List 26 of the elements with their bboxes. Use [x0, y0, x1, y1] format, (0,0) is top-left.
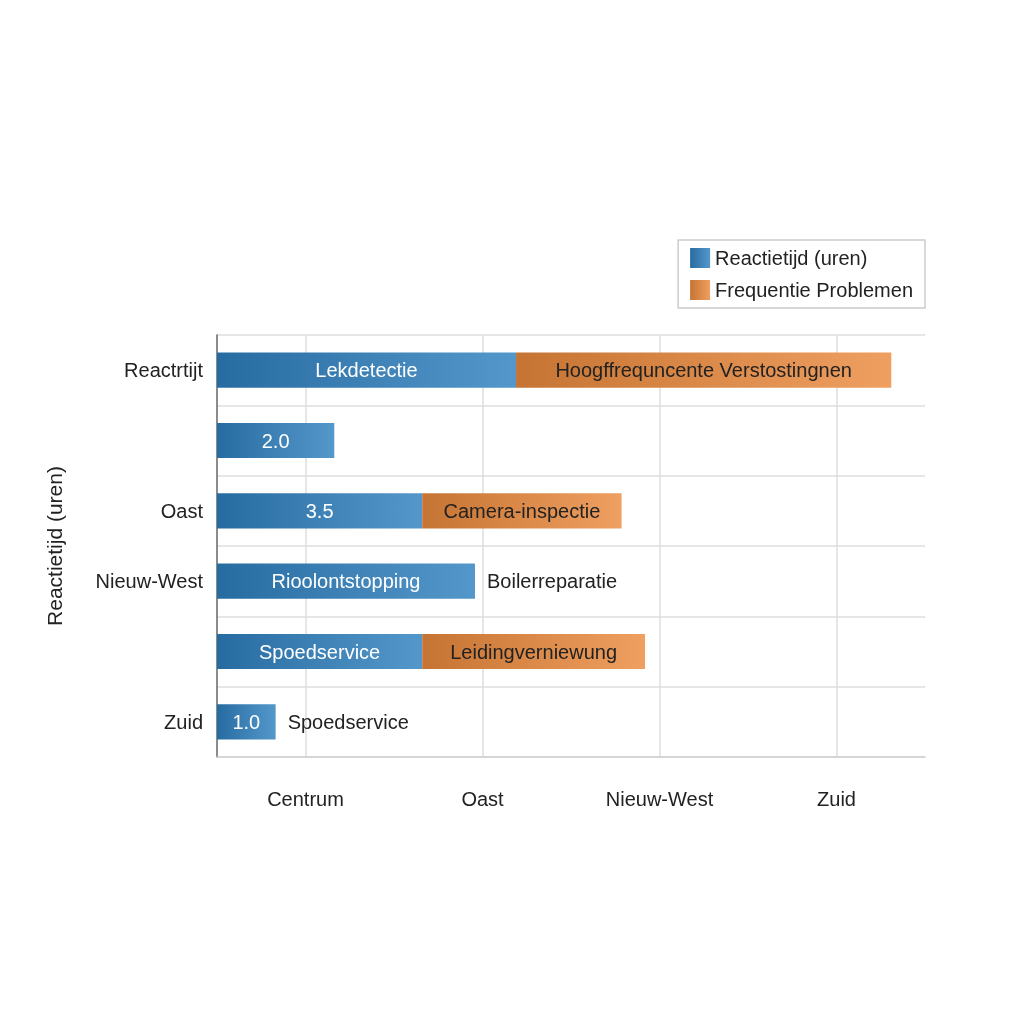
text: Nieuw-West [605, 788, 714, 810]
data-label: 1.0 [232, 710, 261, 733]
legend-label: Reactietijd (uren) [715, 247, 868, 269]
data-label: Lekdetectie [315, 359, 418, 382]
bar [217, 493, 423, 529]
text: Centrum [267, 788, 344, 810]
bar [217, 422, 335, 459]
data-label: Spoedservice [259, 640, 381, 663]
y-tick-label: Zuid [164, 710, 203, 733]
bar [217, 704, 276, 740]
text: Oast [461, 788, 505, 810]
text: Zuid [817, 788, 856, 810]
data-label: Rioolontstopping [271, 570, 421, 593]
data-label: Hoogffrequncente Verstostingnen [555, 359, 852, 382]
data-label: Camera-inspectie [443, 499, 601, 522]
y-axis-title: Reactietijd (uren) [43, 466, 66, 626]
legend-label: Frequentie Problemen [715, 279, 913, 301]
y-tick-label: Nieuw-West [95, 570, 204, 593]
bar [217, 352, 517, 388]
annotation: Boilerreparatie [486, 570, 618, 593]
y-tick-label: Reactrtijt [124, 359, 204, 382]
y-tick-label: Oast [160, 499, 204, 522]
data-label: 3.5 [305, 499, 334, 522]
data-label: 2.0 [261, 429, 290, 452]
annotation: Spoedservice [287, 710, 409, 733]
data-label: Leidingverniewung [450, 640, 618, 663]
